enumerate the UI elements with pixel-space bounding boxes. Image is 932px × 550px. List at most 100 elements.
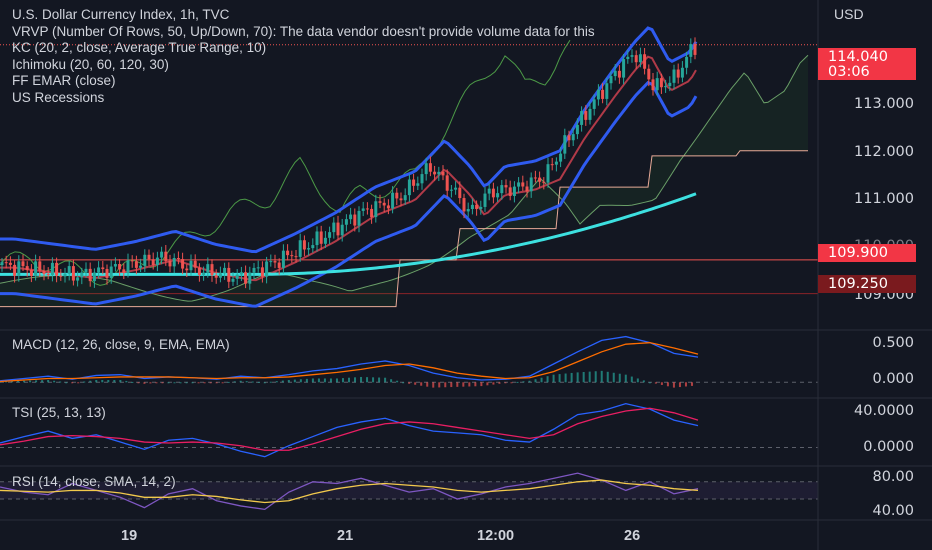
macd-histogram-bar (131, 381, 134, 383)
candle-body (412, 179, 416, 186)
candle-body (374, 201, 378, 218)
macd-histogram-bar (390, 379, 393, 383)
candle-body (4, 262, 8, 264)
candle-body (638, 54, 642, 63)
macd-histogram-bar (227, 381, 230, 383)
legend-ichimoku[interactable]: Ichimoku (20, 60, 120, 30) (12, 56, 169, 72)
candle-body (672, 69, 676, 83)
candle-body (475, 204, 479, 209)
candle-body (151, 259, 155, 266)
candle-body (134, 261, 138, 268)
macd-histogram-bar (335, 378, 338, 383)
macd-histogram-bar (173, 382, 176, 384)
candle-body (8, 262, 12, 265)
candle-body (269, 261, 273, 263)
candle-body (307, 248, 311, 250)
macd-histogram-bar (540, 377, 543, 383)
kc-upper (0, 26, 698, 254)
candle-body (63, 273, 67, 277)
macd-histogram-bar (612, 372, 615, 383)
macd-histogram-bar (59, 381, 62, 383)
tsi-pane[interactable] (0, 402, 818, 458)
rsi-title[interactable]: RSI (14, close, SMA, 14, 2) (12, 474, 176, 489)
candle-body (357, 210, 361, 226)
macd-histogram-bar (5, 381, 8, 383)
legend-kc[interactable]: KC (20, 2, close, Average True Range, 10… (12, 40, 267, 55)
candle-body (273, 261, 277, 263)
main-price-pane[interactable] (0, 26, 809, 308)
candle-body (693, 44, 697, 55)
rsi-pane[interactable] (0, 472, 818, 511)
candle-body (315, 231, 319, 246)
macd-histogram-bar (245, 381, 248, 383)
candle-body (113, 264, 117, 267)
last-price-tag: 114.040 03:06 (818, 48, 916, 80)
macd-histogram-bar (360, 376, 363, 383)
candle-body (223, 267, 227, 274)
series-macd (0, 335, 699, 382)
macd-histogram-bar (101, 380, 104, 383)
candle-body (130, 260, 134, 262)
candle-body (143, 254, 147, 266)
candle-body (50, 262, 54, 276)
macd-histogram-bar (396, 380, 399, 383)
candle-body (277, 262, 281, 268)
macd-histogram-bar (17, 380, 20, 383)
macd-histogram-bar (528, 380, 531, 383)
candle-body (281, 250, 285, 268)
macd-pane[interactable] (0, 335, 818, 388)
macd-histogram-bar (53, 380, 56, 383)
tsi-tick-40: 40.0000 (854, 403, 914, 419)
tsi-title[interactable]: TSI (25, 13, 13) (12, 405, 106, 420)
candle-body (294, 256, 298, 258)
candle-body (323, 237, 327, 244)
legend-recessions[interactable]: US Recessions (12, 89, 105, 105)
candle-body (483, 193, 487, 207)
macd-histogram-bar (155, 382, 158, 384)
candle-body (634, 55, 638, 63)
candle-body (214, 275, 218, 278)
bar-countdown: 03:06 (828, 64, 870, 80)
ema-line (0, 192, 697, 276)
candle-body (517, 182, 521, 187)
price-tick-111: 111.000 (854, 191, 914, 207)
macd-histogram-bar (35, 380, 38, 383)
candle-body (664, 86, 668, 88)
macd-histogram-bar (65, 382, 68, 384)
symbol-title[interactable]: U.S. Dollar Currency Index, 1h, TVC (12, 7, 230, 22)
candle-body (227, 267, 231, 282)
macd-histogram-bar (654, 382, 657, 384)
candle-body (189, 260, 193, 271)
macd-histogram-bar (648, 382, 651, 384)
candle-body (328, 232, 332, 238)
candle-body (92, 272, 96, 282)
macd-histogram-bar (516, 381, 519, 383)
macd-histogram-bar (167, 382, 170, 384)
macd-histogram-bar (432, 382, 435, 388)
macd-histogram-bar (672, 382, 675, 388)
candle-body (97, 267, 101, 273)
currency-label[interactable]: USD (834, 6, 864, 22)
candle-body (487, 188, 491, 194)
candle-body (626, 56, 630, 60)
candle-body (567, 135, 571, 141)
candle-body (449, 189, 453, 191)
candle-body (0, 262, 4, 266)
candle-body (685, 56, 689, 68)
candle-body (67, 266, 71, 274)
candle-body (659, 78, 663, 88)
legend-emar[interactable]: FF EMAR (close) (12, 73, 116, 88)
macd-histogram-bar (257, 381, 260, 383)
legend-vrvp[interactable]: VRVP (Number Of Rows, 50, Up/Down, 70): … (12, 23, 595, 39)
macd-title[interactable]: MACD (12, 26, close, 9, EMA, EMA) (12, 337, 230, 352)
candle-body (298, 240, 302, 257)
candle-body (521, 182, 525, 187)
candle-body (386, 205, 390, 209)
candle-body (55, 262, 59, 276)
level-tag-109900: 109.900 (818, 244, 916, 262)
candle-body (181, 259, 185, 269)
macd-histogram-bar (546, 376, 549, 383)
macd-histogram-bar (402, 382, 405, 384)
series-rsi (0, 472, 699, 511)
candle-body (643, 54, 647, 69)
